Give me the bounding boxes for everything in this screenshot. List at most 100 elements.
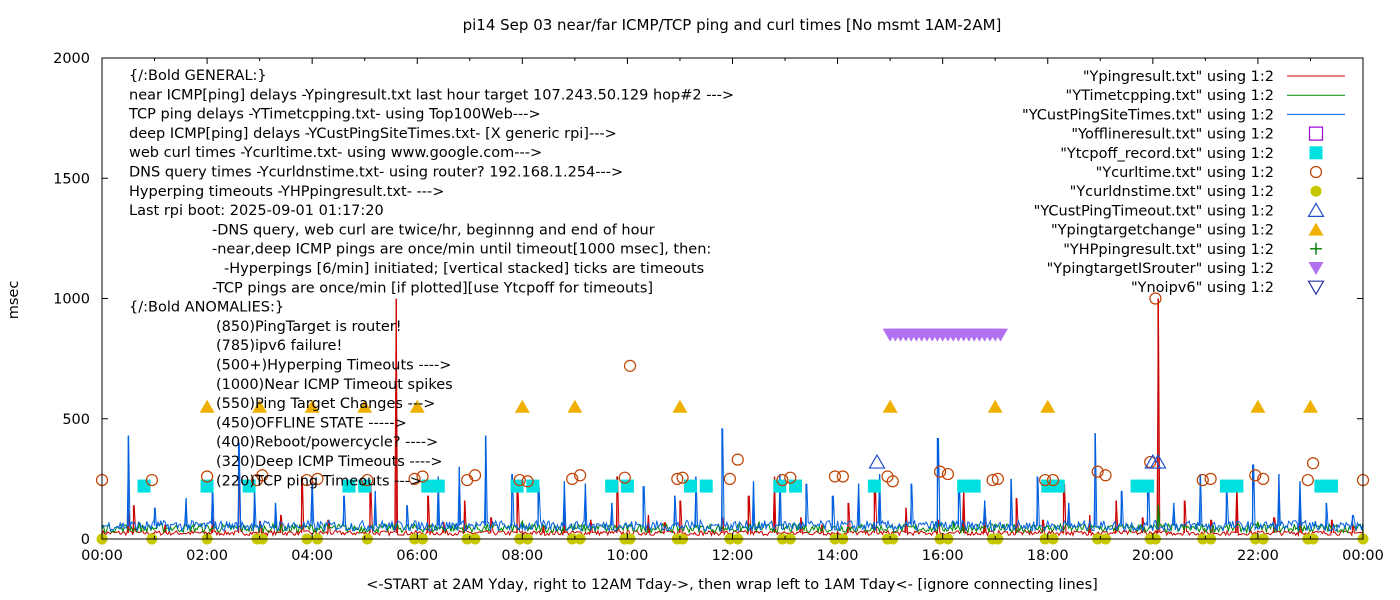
data-point — [311, 472, 324, 485]
annotation-line: (450)OFFLINE STATE -----> — [216, 415, 407, 431]
x-tick-label: 04:00 — [291, 548, 333, 564]
axes: 00:00 02:00 04:00 06:00 08:00 10:00 12:00 14:00… — [53, 51, 1384, 564]
annotation-line: (500+)Hyperping Timeouts ----> — [216, 358, 451, 374]
data-point — [137, 479, 151, 493]
legend-label: "YCustPingTimeout.txt" using 1:2 — [1034, 203, 1274, 219]
data-point — [304, 399, 320, 413]
data-point — [867, 479, 881, 493]
legend-label: "Ynoipv6" using 1:2 — [1131, 280, 1274, 296]
x-tick-label: 00:00 — [1342, 548, 1384, 564]
data-point — [987, 399, 1003, 413]
data-point — [357, 399, 373, 413]
y-tick-label: 2000 — [53, 51, 90, 67]
annotation-line: -DNS query, web curl are twice/hr, begin… — [212, 222, 655, 238]
data-point — [605, 479, 619, 493]
data-point — [358, 479, 372, 493]
y-tick-label: 1000 — [53, 292, 90, 308]
annotation-line: Hyperping timeouts -YHPpingresult.txt- -… — [129, 184, 444, 200]
annotation-line: {/:Bold ANOMALIES:} — [129, 300, 284, 316]
data-point — [1149, 453, 1167, 469]
data-point — [618, 471, 631, 484]
legend-label: "YTimetcpping.txt" using 1:2 — [1066, 88, 1274, 104]
legend-label: "Ypingresult.txt" using 1:2 — [1083, 69, 1274, 85]
x-tick-label: 00:00 — [81, 548, 123, 564]
data-point — [199, 399, 215, 413]
data-point — [941, 467, 955, 481]
legend-label: "Ycurltime.txt" using 1:2 — [1096, 165, 1274, 181]
data-point — [1249, 469, 1262, 482]
data-point — [1306, 457, 1320, 470]
data-point — [256, 469, 269, 482]
data-point — [567, 399, 583, 413]
data-point — [1051, 479, 1065, 493]
legend-label: "Ypingtargetchange" using 1:2 — [1051, 223, 1274, 239]
data-point — [836, 470, 849, 483]
y-tick-label: 1500 — [53, 171, 90, 187]
data-point — [1130, 479, 1144, 493]
data-point — [1196, 473, 1209, 487]
annotation-line: web curl times -Ycurltime.txt- using www… — [129, 145, 542, 161]
annotation-line: deep ICMP[ping] delays -YCustPingSiteTim… — [129, 126, 617, 142]
legend-swatch — [1310, 242, 1322, 255]
annotation-line: Last rpi boot: 2025-09-01 01:17:20 — [129, 203, 384, 219]
data-point — [933, 465, 947, 478]
x-tick-label: 02:00 — [186, 548, 228, 564]
data-point — [882, 399, 898, 413]
x-tick-label: 12:00 — [712, 548, 754, 564]
data-point — [671, 472, 684, 485]
data-point — [784, 471, 797, 484]
x-axis-label: <-START at 2AM Yday, right to 12AM Tday-… — [366, 577, 1098, 593]
data-point — [408, 472, 421, 485]
data-point — [361, 473, 374, 487]
annotation-line: (550)Ping Target Changes ---> — [216, 396, 435, 412]
x-tick-label: 08:00 — [501, 548, 543, 564]
annotation-line: (1000)Near ICMP Timeout spikes — [216, 377, 453, 393]
data-point — [526, 479, 540, 493]
data-point — [1141, 479, 1155, 493]
legend-swatch — [1310, 185, 1322, 197]
data-point — [513, 473, 526, 487]
legend-swatch — [1308, 222, 1324, 236]
series-points-7 — [868, 453, 1167, 469]
x-tick-label: 06:00 — [396, 548, 438, 564]
data-point — [1046, 473, 1060, 487]
data-point — [200, 479, 214, 493]
data-point — [574, 469, 587, 482]
legend-label: "Yofflineresult.txt" using 1:2 — [1071, 127, 1274, 143]
data-point — [416, 470, 429, 483]
y-tick-label: 0 — [81, 532, 90, 548]
data-point — [145, 473, 159, 487]
y-axis-label: msec — [6, 281, 22, 320]
data-point — [776, 473, 789, 487]
data-point — [1302, 399, 1318, 413]
x-tick-label: 16:00 — [922, 548, 964, 564]
data-point — [252, 399, 268, 413]
annotation-line: -Hyperpings [6/min] initiated; [vertical… — [224, 261, 704, 277]
data-point — [1314, 479, 1328, 493]
data-point — [514, 399, 530, 413]
data-point — [1099, 469, 1112, 482]
legend-swatch — [1309, 146, 1323, 160]
x-tick-label: 10:00 — [607, 548, 649, 564]
data-point — [1301, 473, 1314, 487]
series-points-10 — [882, 328, 1008, 342]
data-point — [672, 399, 688, 413]
annotation-block: {/:Bold GENERAL:} near ICMP[ping] delays … — [128, 68, 734, 489]
data-point — [731, 453, 744, 466]
data-point — [342, 479, 356, 493]
data-point — [461, 473, 474, 487]
data-point — [566, 472, 579, 485]
x-tick-label: 22:00 — [1237, 548, 1279, 564]
data-point — [957, 479, 971, 493]
legend-label: "YpingtargetISrouter" using 1:2 — [1047, 261, 1274, 277]
legend-label: "YCustPingSiteTimes.txt" using 1:2 — [1022, 107, 1274, 123]
data-point — [623, 359, 637, 372]
legend-label: "Ytcpoff_record.txt" using 1:2 — [1060, 146, 1274, 162]
y-tick-label: 500 — [62, 412, 90, 428]
chart-title: pi14 Sep 03 near/far ICMP/TCP ping and c… — [463, 16, 1002, 34]
data-point — [1250, 399, 1266, 413]
data-point — [789, 479, 803, 493]
legend-swatch — [1308, 126, 1324, 141]
annotation-line: DNS query times -Ycurldnstime.txt- using… — [129, 165, 623, 181]
data-point — [620, 479, 634, 493]
